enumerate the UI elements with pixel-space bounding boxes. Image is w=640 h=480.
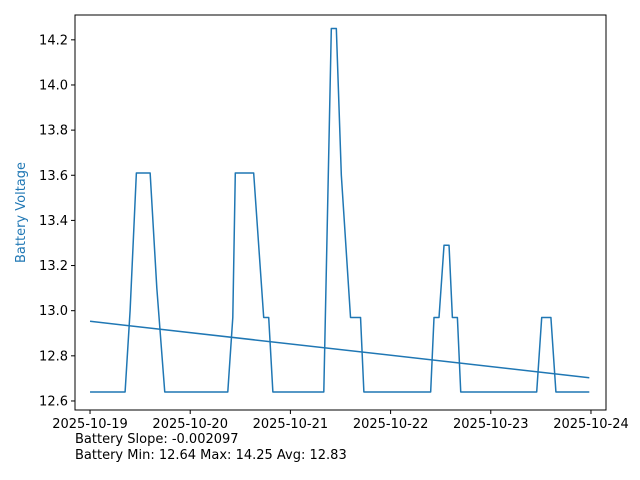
battery-trend-line	[89, 320, 590, 379]
y-tick-label: 12.8	[39, 349, 68, 364]
y-axis-ticks: 12.6 12.8 13.0 13.2 13.4 13.6 13.8 14.0 14.2	[39, 33, 75, 409]
y-tick-label: 13.8	[39, 124, 68, 139]
y-axis-label: Battery Voltage	[14, 162, 29, 263]
battery-slope-text: Battery Slope: -0.002097	[75, 432, 239, 447]
y-tick-label: 14.2	[39, 33, 68, 48]
x-tick-label: 2025-10-22	[353, 417, 429, 432]
battery-stats: Battery Slope: -0.002097 Battery Min: 12…	[75, 432, 347, 464]
battery-voltage-line	[90, 27, 590, 393]
x-tick-label: 2025-10-24	[553, 417, 629, 432]
y-tick-label: 12.6	[39, 394, 68, 409]
y-tick-label: 13.4	[39, 214, 68, 229]
x-tick-label: 2025-10-21	[253, 417, 329, 432]
x-tick-label: 2025-10-20	[152, 417, 228, 432]
y-tick-label: 13.2	[39, 259, 68, 274]
y-tick-label: 13.6	[39, 169, 68, 184]
x-tick-label: 2025-10-23	[453, 417, 529, 432]
y-tick-label: 13.0	[39, 304, 68, 319]
plot-frame	[74, 14, 607, 411]
plot-lines	[89, 27, 590, 393]
y-tick-label: 14.0	[39, 78, 68, 93]
x-tick-label: 2025-10-19	[52, 417, 128, 432]
x-axis-ticks: 2025-10-19 2025-10-20 2025-10-21 2025-10-22…	[52, 410, 629, 432]
battery-range-text: Battery Min: 12.64 Max: 14.25 Avg: 12.83	[75, 448, 347, 463]
